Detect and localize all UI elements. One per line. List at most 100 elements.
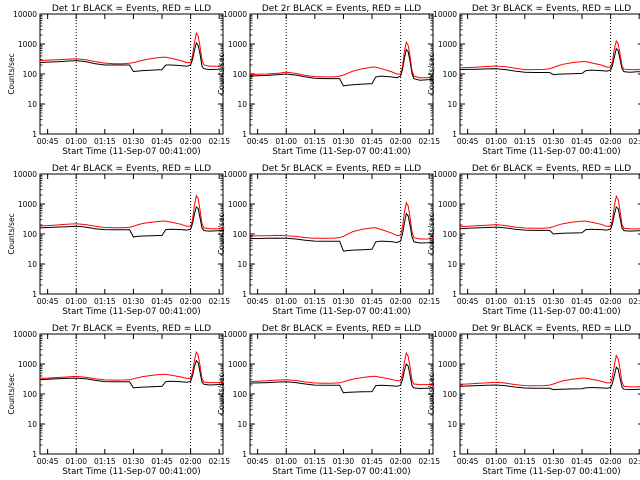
y-tick-label: 100 [233, 230, 248, 239]
x-tick-label: 01:15 [304, 137, 326, 146]
y-tick-label: 10 [27, 100, 37, 109]
y-tick-label: 1000 [438, 360, 457, 369]
x-tick-label: 01:30 [333, 137, 355, 146]
x-tick-label: 01:00 [485, 137, 507, 146]
y-axis-label: Counts/sec [217, 53, 226, 94]
y-axis-label: Counts/sec [7, 373, 16, 414]
plot-frame [460, 334, 640, 454]
events-series-line [40, 43, 223, 72]
events-series-line [40, 361, 223, 388]
events-series-line [40, 207, 223, 237]
x-tick-label: 01:30 [123, 297, 145, 306]
x-tick-label: 01:00 [275, 297, 297, 306]
panel-det-8: Det 8r BLACK = Events, RED = LLD 00:45 01:… [217, 324, 440, 477]
y-tick-label: 100 [443, 390, 458, 399]
x-tick-label: 01:45 [571, 137, 593, 146]
y-tick-label: 1 [32, 290, 37, 299]
x-tick-label: 01:15 [304, 457, 326, 466]
x-axis-label: Start Time (11-Sep-07 00:41:00) [62, 147, 200, 157]
y-tick-label: 10000 [223, 10, 247, 19]
events-series-line [460, 207, 640, 234]
y-tick-label: 10000 [433, 330, 457, 339]
plot-frame [460, 174, 640, 294]
x-axis-label: Start Time (11-Sep-07 00:41:00) [272, 147, 410, 157]
x-tick-label: 01:30 [333, 297, 355, 306]
y-tick-label: 100 [23, 70, 38, 79]
x-tick-label: 01:45 [361, 137, 383, 146]
y-axis-label: Counts/sec [427, 213, 436, 254]
x-tick-label: 01:30 [333, 457, 355, 466]
y-tick-label: 10 [237, 260, 247, 269]
y-tick-label: 10000 [13, 170, 37, 179]
panel-title: Det 5r BLACK = Events, RED = LLD [262, 164, 421, 174]
x-axis-label: Start Time (11-Sep-07 00:41:00) [62, 307, 200, 317]
x-tick-label: 02:00 [180, 297, 202, 306]
y-tick-label: 1 [452, 450, 457, 459]
x-tick-label: 00:45 [37, 457, 59, 466]
x-tick-label: 01:15 [94, 297, 116, 306]
y-tick-label: 10 [447, 420, 457, 429]
x-tick-label: 00:45 [37, 297, 59, 306]
y-tick-label: 100 [443, 230, 458, 239]
y-tick-label: 1 [32, 130, 37, 139]
x-tick-label: 01:00 [65, 297, 87, 306]
detector-plot-grid: Det 1r BLACK = Events, RED = LLD00:45 01:… [0, 0, 640, 480]
x-tick-label: 02:00 [390, 297, 412, 306]
events-series-line [250, 50, 433, 86]
y-axis-label: Counts/sec [217, 373, 226, 414]
x-tick-label: 01:30 [543, 297, 565, 306]
y-tick-label: 100 [443, 70, 458, 79]
y-tick-label: 10000 [13, 330, 37, 339]
y-tick-label: 1000 [438, 200, 457, 209]
x-tick-label: 01:45 [151, 137, 173, 146]
x-tick-label: 01:00 [485, 297, 507, 306]
x-tick-label: 02:00 [180, 457, 202, 466]
x-tick-label: 01:15 [514, 457, 536, 466]
x-tick-label: 02:15 [628, 137, 640, 146]
y-tick-label: 10000 [433, 10, 457, 19]
plot-frame [250, 14, 433, 134]
x-axis-label: Start Time (11-Sep-07 00:41:00) [482, 467, 620, 477]
y-axis-label: Counts/sec [217, 213, 226, 254]
y-tick-label: 1000 [18, 200, 37, 209]
panel-title: Det 8r BLACK = Events, RED = LLD [262, 324, 421, 334]
x-tick-label: 02:00 [600, 137, 622, 146]
y-tick-label: 10000 [433, 170, 457, 179]
x-tick-label: 02:00 [600, 297, 622, 306]
panel-title: Det 4r BLACK = Events, RED = LLD [52, 164, 211, 174]
y-tick-label: 10000 [223, 170, 247, 179]
x-axis-label: Start Time (11-Sep-07 00:41:00) [482, 307, 620, 317]
y-axis-label: Counts/sec [7, 53, 16, 94]
x-tick-label: 00:45 [457, 297, 479, 306]
panel-det-1: Det 1r BLACK = Events, RED = LLD 00:45 01:… [7, 4, 230, 157]
lld-series-line [250, 42, 433, 77]
panel-det-6: Det 6r BLACK = Events, RED = LLD 00:45 01:… [427, 164, 640, 317]
panel-det-9: Det 9r BLACK = Events, RED = LLD00:45 01:… [427, 324, 640, 477]
y-tick-label: 10 [447, 100, 457, 109]
y-tick-label: 1000 [228, 360, 247, 369]
x-tick-label: 01:15 [514, 137, 536, 146]
panel-title: Det 7r BLACK = Events, RED = LLD [52, 324, 211, 334]
x-tick-label: 00:45 [247, 297, 269, 306]
x-tick-label: 01:15 [94, 457, 116, 466]
panel-det-5: Det 5r BLACK = Events, RED = LLD 00:45 01:… [217, 164, 440, 317]
panel-title: Det 6r BLACK = Events, RED = LLD [472, 164, 631, 174]
y-tick-label: 1000 [438, 40, 457, 49]
y-tick-label: 10000 [223, 330, 247, 339]
y-tick-label: 100 [233, 390, 248, 399]
x-tick-label: 00:45 [457, 457, 479, 466]
y-tick-label: 10 [27, 420, 37, 429]
plot-frame [250, 174, 433, 294]
lld-series-line [250, 203, 433, 239]
x-tick-label: 01:00 [275, 137, 297, 146]
y-tick-label: 1 [242, 450, 247, 459]
y-tick-label: 10 [447, 260, 457, 269]
lld-series-line [40, 196, 223, 229]
y-tick-label: 10 [27, 260, 37, 269]
x-tick-label: 02:00 [390, 137, 412, 146]
x-tick-label: 02:15 [208, 137, 230, 146]
panel-det-7: Det 7r BLACK = Events, RED = LLD 00:45 01:… [7, 324, 230, 477]
y-tick-label: 100 [23, 230, 38, 239]
x-tick-label: 01:00 [65, 137, 87, 146]
x-tick-label: 01:15 [304, 297, 326, 306]
